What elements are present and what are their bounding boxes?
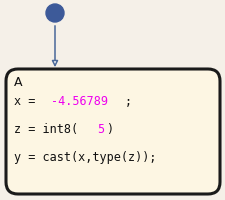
Text: 5: 5 — [96, 122, 104, 135]
Circle shape — [46, 5, 64, 23]
Text: ;: ; — [124, 95, 131, 107]
Text: ): ) — [106, 122, 112, 135]
Text: y = cast(x,type(z));: y = cast(x,type(z)); — [14, 150, 156, 163]
Text: A: A — [14, 76, 22, 89]
Text: z = int8(: z = int8( — [14, 122, 78, 135]
FancyBboxPatch shape — [6, 70, 219, 194]
Text: -4.56789: -4.56789 — [51, 95, 107, 107]
Text: x =: x = — [14, 95, 42, 107]
